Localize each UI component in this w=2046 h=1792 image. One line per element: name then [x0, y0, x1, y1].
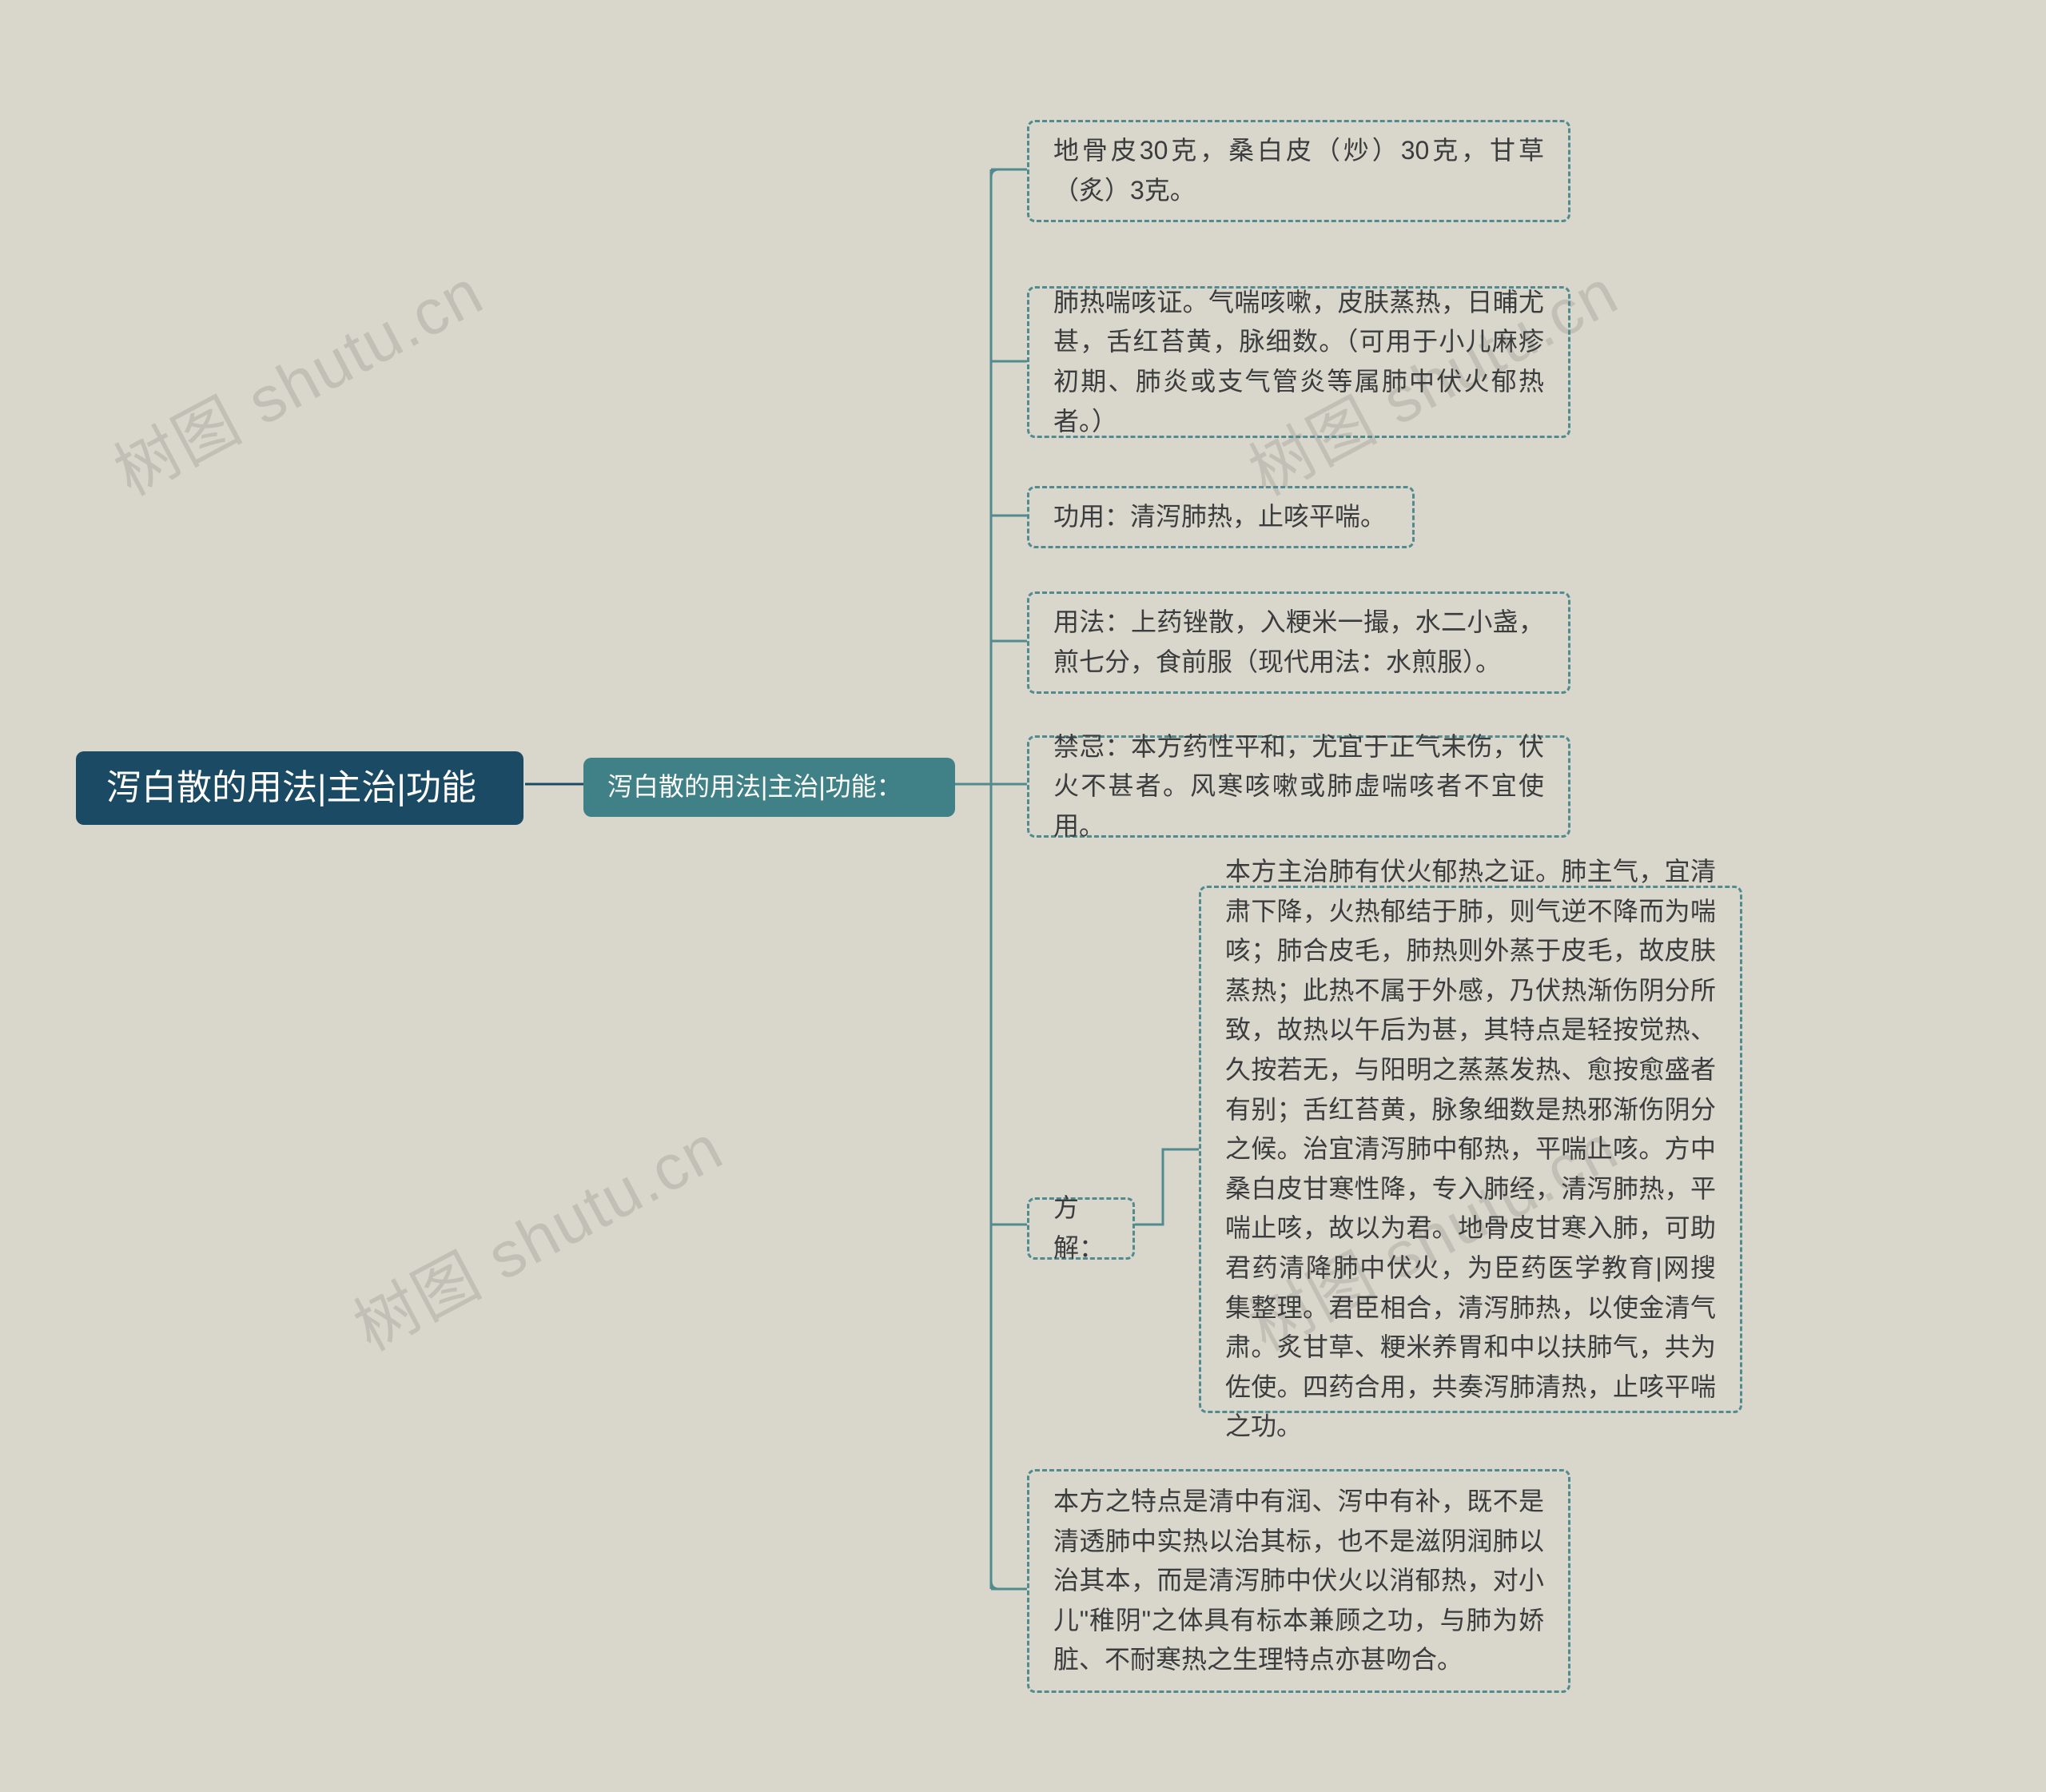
leaf-label: 地骨皮30克，桑白皮（炒）30克，甘草（炙）3克。 — [1053, 131, 1544, 210]
leaf-label: 方解： — [1053, 1189, 1109, 1268]
leaf-characteristic[interactable]: 本方之特点是清中有润、泻中有补，既不是清透肺中实热以治其标，也不是滋阴润肺以治其… — [1027, 1469, 1570, 1693]
hub-node[interactable]: 泻白散的用法|主治|功能： — [583, 758, 955, 817]
leaf-label: 本方主治肺有伏火郁热之证。肺主气，宜清肃下降，火热郁结于肺，则气逆不降而为喘咳；… — [1225, 852, 1716, 1447]
leaf-analysis-body[interactable]: 本方主治肺有伏火郁热之证。肺主气，宜清肃下降，火热郁结于肺，则气逆不降而为喘咳；… — [1199, 886, 1742, 1413]
mindmap-canvas: 树图 shutu.cn 树图 shutu.cn 树图 shutu.cn 树图 s… — [0, 0, 2046, 1792]
leaf-usage[interactable]: 用法：上药锉散，入粳米一撮，水二小盏，煎七分，食前服（现代用法：水煎服）。 — [1027, 591, 1570, 694]
leaf-label: 禁忌：本方药性平和，尤宜于正气未伤，伏火不甚者。风寒咳嗽或肺虚喘咳者不宜使用。 — [1053, 727, 1544, 846]
root-label: 泻白散的用法|主治|功能 — [106, 761, 476, 815]
leaf-function[interactable]: 功用：清泻肺热，止咳平喘。 — [1027, 486, 1415, 548]
leaf-label: 本方之特点是清中有润、泻中有补，既不是清透肺中实热以治其标，也不是滋阴润肺以治其… — [1053, 1482, 1544, 1680]
root-node[interactable]: 泻白散的用法|主治|功能 — [76, 751, 523, 825]
leaf-label: 肺热喘咳证。气喘咳嗽，皮肤蒸热，日晡尤甚，舌红苔黄，脉细数。（可用于小儿麻疹初期… — [1053, 283, 1544, 441]
leaf-label: 功用：清泻肺热，止咳平喘。 — [1053, 497, 1386, 537]
leaf-analysis-title[interactable]: 方解： — [1027, 1197, 1135, 1260]
hub-label: 泻白散的用法|主治|功能： — [607, 767, 902, 807]
leaf-ingredients[interactable]: 地骨皮30克，桑白皮（炒）30克，甘草（炙）3克。 — [1027, 120, 1570, 222]
watermark: 树图 shutu.cn — [96, 241, 497, 513]
leaf-label: 用法：上药锉散，入粳米一撮，水二小盏，煎七分，食前服（现代用法：水煎服）。 — [1053, 603, 1544, 682]
leaf-contraindication[interactable]: 禁忌：本方药性平和，尤宜于正气未伤，伏火不甚者。风寒咳嗽或肺虚喘咳者不宜使用。 — [1027, 735, 1570, 838]
watermark: 树图 shutu.cn — [336, 1097, 737, 1368]
leaf-indications[interactable]: 肺热喘咳证。气喘咳嗽，皮肤蒸热，日晡尤甚，舌红苔黄，脉细数。（可用于小儿麻疹初期… — [1027, 286, 1570, 438]
